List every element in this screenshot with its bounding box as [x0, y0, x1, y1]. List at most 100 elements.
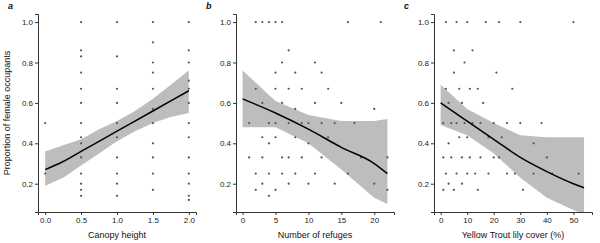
point — [479, 156, 481, 158]
point — [482, 102, 484, 104]
plot-area — [441, 21, 584, 212]
y-tick: 0.2 — [418, 180, 434, 189]
x-axis: 0.00.51.01.52.0 — [39, 212, 197, 225]
point — [281, 21, 283, 23]
point — [458, 88, 460, 90]
point — [188, 136, 190, 138]
point — [479, 122, 481, 124]
x-tick-mark — [276, 212, 277, 215]
point — [116, 136, 118, 138]
point — [487, 173, 489, 175]
point — [445, 173, 447, 175]
x-tick: 2.0 — [184, 212, 196, 225]
point — [314, 61, 316, 63]
point — [466, 21, 468, 23]
x-tick-mark — [117, 212, 118, 215]
point — [188, 122, 190, 124]
y-tick-label: 0.6 — [220, 99, 232, 108]
x-tick-mark — [374, 212, 375, 215]
x-tick-label: 50 — [569, 216, 578, 225]
x-tick-mark — [45, 212, 46, 215]
x-tick-label: 20 — [370, 216, 379, 225]
point — [80, 88, 82, 90]
x-tick-mark — [308, 212, 309, 215]
x-tick-label: 1.5 — [148, 216, 160, 225]
panel: 0.00.51.01.52.00.20.40.60.81.0Canopy hei… — [2, 1, 197, 240]
point — [294, 71, 296, 73]
y-axis-line — [431, 15, 435, 213]
point — [294, 136, 296, 138]
point — [522, 189, 524, 191]
x-tick-label: 1.0 — [112, 216, 124, 225]
point — [152, 156, 154, 158]
y-tick: 0.2 — [220, 180, 236, 189]
point — [80, 195, 82, 197]
point — [327, 88, 329, 90]
x-tick: 20 — [490, 212, 499, 225]
point — [288, 49, 290, 51]
point — [493, 156, 495, 158]
point — [511, 88, 513, 90]
point — [546, 156, 548, 158]
x-tick-mark — [547, 212, 548, 215]
point — [314, 102, 316, 104]
point — [294, 173, 296, 175]
y-tick-label: 0.4 — [418, 139, 430, 148]
y-tick-mark — [431, 143, 434, 144]
point — [506, 173, 508, 175]
point — [255, 173, 257, 175]
panel: 051015200.20.40.60.81.0Number of refuges… — [206, 1, 395, 240]
point — [261, 183, 263, 185]
panel: 010203040500.20.40.60.81.0Yellow Trout l… — [404, 1, 593, 240]
point — [255, 21, 257, 23]
point — [347, 173, 349, 175]
y-tick: 1.0 — [220, 18, 236, 27]
point — [334, 122, 336, 124]
point — [152, 122, 154, 124]
point — [288, 156, 290, 158]
point — [469, 88, 471, 90]
plot-area — [243, 21, 389, 204]
point — [80, 49, 82, 51]
y-axis-title: Proportion of female occupants — [2, 50, 12, 175]
x-tick-label: 5 — [274, 216, 279, 225]
point — [188, 199, 190, 201]
y-axis-line — [233, 15, 237, 213]
point — [461, 102, 463, 104]
point — [274, 71, 276, 73]
point — [80, 71, 82, 73]
x-axis-line — [435, 213, 593, 216]
y-tick-label: 0.2 — [22, 180, 34, 189]
point — [514, 173, 516, 175]
x-axis: 05101520 — [237, 212, 395, 225]
point — [386, 189, 388, 191]
y-axis: 0.20.40.60.81.0 — [22, 15, 39, 213]
y-tick: 0.8 — [22, 59, 38, 68]
point — [477, 189, 479, 191]
point — [380, 21, 382, 23]
x-tick-mark — [467, 212, 468, 215]
point — [255, 88, 257, 90]
point — [80, 183, 82, 185]
y-tick-mark — [431, 103, 434, 104]
point — [373, 183, 375, 185]
point — [288, 183, 290, 185]
point — [334, 183, 336, 185]
point — [80, 122, 82, 124]
point — [152, 142, 154, 144]
point — [307, 183, 309, 185]
point — [532, 173, 534, 175]
y-tick-mark — [35, 62, 38, 63]
point — [386, 156, 388, 158]
point — [152, 88, 154, 90]
point — [188, 88, 190, 90]
y-tick-mark — [35, 22, 38, 23]
y-tick-label: 0.4 — [22, 139, 34, 148]
y-axis: 0.20.40.60.81.0 — [418, 15, 435, 213]
point — [188, 173, 190, 175]
point — [44, 173, 46, 175]
y-tick-mark — [35, 184, 38, 185]
point — [448, 183, 450, 185]
point — [288, 88, 290, 90]
x-tick-label: 0.5 — [76, 216, 88, 225]
